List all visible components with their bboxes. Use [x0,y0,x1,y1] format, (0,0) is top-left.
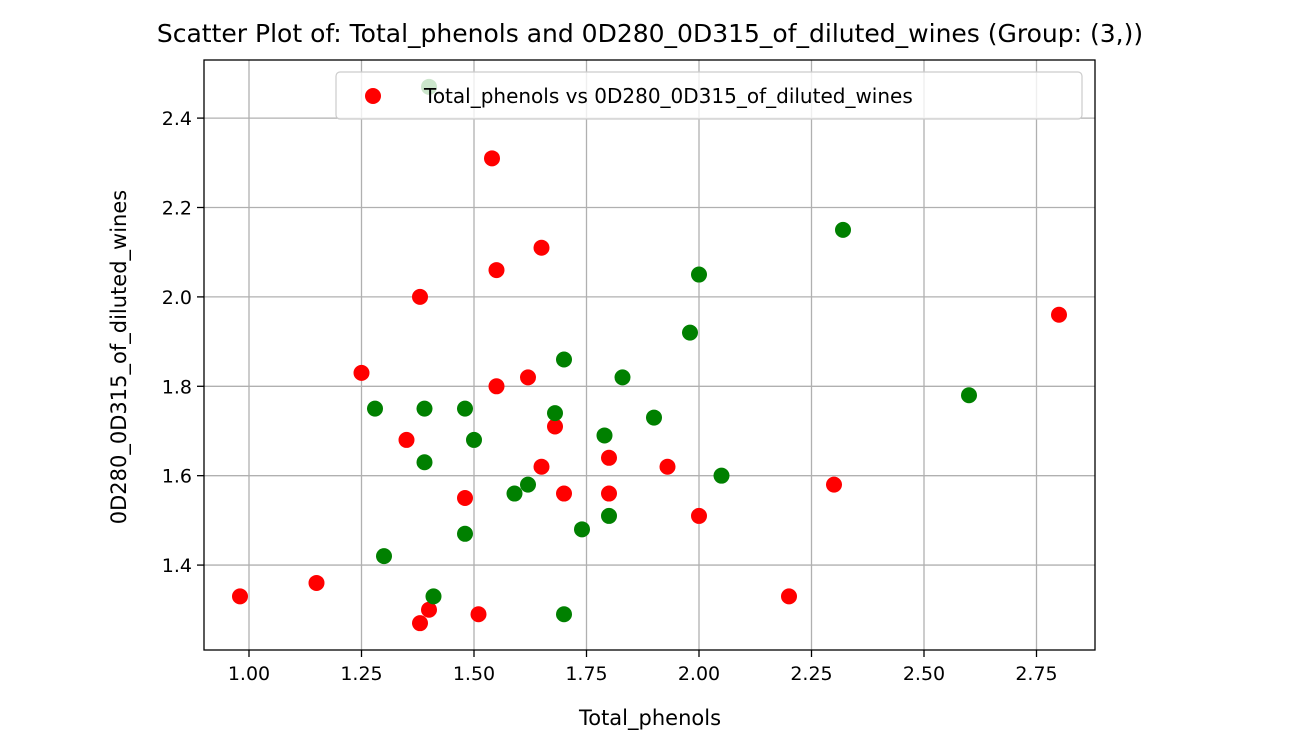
red-data-point [659,458,676,475]
y-axis-label: 0D280_0D315_of_diluted_wines [107,190,132,524]
red-data-point [470,606,487,623]
x-tick-label: 2.50 [903,663,945,685]
x-tick-label: 1.25 [340,663,382,685]
red-data-point [412,615,428,632]
red-data-point [484,150,500,167]
red-data-point [533,239,550,256]
green-data-point [457,400,473,417]
green-data-point [416,400,433,417]
legend: Total_phenols vs 0D280_0D315_of_diluted_… [335,71,1083,120]
green-data-point [520,476,536,493]
green-data-point [574,521,590,538]
red-data-point [533,458,550,475]
red-data-point [691,507,707,524]
legend-box [335,71,1083,120]
green-data-point [416,454,433,471]
red-data-point [488,378,505,395]
red-data-point [412,288,428,305]
red-data-point [232,588,248,605]
y-tick-label: 2.0 [162,287,192,309]
green-data-point [425,588,442,605]
green-data-point [961,387,977,404]
green-data-point [691,266,707,283]
green-data-point [457,525,473,542]
green-data-point [556,351,572,368]
legend-marker [365,88,381,104]
green-data-point [682,324,698,341]
legend-label: Total_phenols vs 0D280_0D315_of_diluted_… [423,84,913,108]
red-data-point [556,485,572,502]
green-data-point [556,606,572,623]
x-tick-label: 2.00 [678,663,720,685]
red-data-point [547,418,563,435]
ticks-layer: 1.00 1.25 1.50 1.75 2.00 2.25 2.50 2.75 1.4 1.6 1.… [162,108,1058,685]
green-data-point [596,427,613,444]
green-data-point [466,431,482,448]
green-data-point [614,369,631,386]
green-data-point [835,221,851,238]
chart-title: Scatter Plot of: Total_phenols and 0D280… [157,19,1143,48]
x-tick-label: 2.25 [790,663,832,685]
green-data-point [646,409,662,426]
red-data-point [457,490,473,507]
y-tick-label: 1.6 [162,466,192,488]
red-data-point [601,485,617,502]
points-layer [232,78,1067,632]
y-tick-label: 2.4 [162,108,192,130]
green-data-point [376,548,392,565]
red-data-point [421,601,437,618]
green-data-point [367,400,383,417]
y-tick-label: 1.4 [162,555,192,577]
x-tick-label: 2.75 [1015,663,1057,685]
y-tick-label: 2.2 [162,198,192,220]
green-data-point [547,405,563,422]
green-data-point [506,485,523,502]
red-data-point [601,449,617,466]
red-data-point [1051,306,1067,323]
red-data-point [488,262,505,279]
green-data-point [713,467,730,484]
red-data-point [398,431,415,448]
x-tick-label: 1.75 [565,663,607,685]
red-data-point [826,476,842,493]
red-data-point [520,369,536,386]
red-data-point [353,364,370,381]
green-data-point [601,507,617,524]
y-tick-label: 1.8 [162,376,192,398]
red-data-point [308,574,325,591]
x-tick-label: 1.00 [228,663,270,685]
plot-frame [203,59,1096,651]
x-axis-label: Total_phenols [578,706,721,731]
x-tick-label: 1.50 [453,663,495,685]
red-data-point [781,588,797,605]
